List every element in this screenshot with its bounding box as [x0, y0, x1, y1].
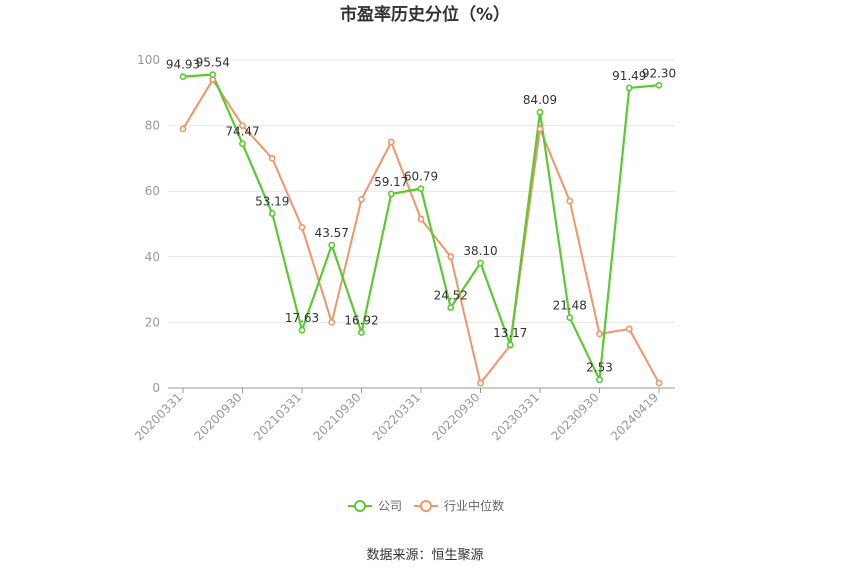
industry-median-point: [477, 379, 484, 387]
data-label: 2.53: [586, 361, 613, 375]
industry-median-point: [655, 379, 663, 387]
company-point: [625, 84, 633, 92]
company-point: [387, 190, 395, 198]
series-points: [179, 71, 663, 387]
company-point: [417, 185, 425, 193]
data-label: 92.30: [642, 66, 676, 80]
x-axis: 20200331 20200930 20210331 20210930 20220331…: [132, 387, 675, 443]
industry-median-point: [179, 125, 187, 133]
data-label: 43.57: [315, 226, 349, 240]
data-label: 21.48: [553, 299, 587, 313]
company-point: [536, 108, 544, 116]
industry-median-point: [625, 325, 633, 333]
industry-median-point: [298, 223, 306, 231]
industry-median-point: [566, 197, 574, 205]
y-tick-label: 60: [145, 184, 160, 198]
legend-item-company[interactable]: 公司: [348, 499, 402, 513]
x-tick-label: 20220930: [430, 390, 483, 443]
company-point: [655, 81, 663, 89]
y-tick-label: 0: [152, 381, 160, 395]
data-label: 95.54: [196, 56, 230, 70]
industry-median-point: [268, 154, 276, 162]
company-point: [239, 140, 246, 148]
company-point: [298, 326, 306, 334]
data-label: 84.09: [523, 93, 557, 107]
data-label: 59.17: [374, 175, 408, 189]
x-tick-label: 20200930: [192, 390, 245, 443]
company-point: [328, 241, 336, 249]
company-point: [209, 71, 217, 79]
company-point: [566, 314, 574, 321]
data-label: 74.47: [225, 125, 259, 139]
company-point: [268, 210, 276, 217]
data-label: 60.79: [404, 170, 438, 184]
x-tick-label: 20210930: [311, 390, 364, 443]
industry-median-point: [358, 195, 365, 203]
legend-label: 公司: [378, 499, 402, 513]
industry-median-point: [239, 122, 246, 129]
y-tick-label: 100: [137, 53, 160, 67]
y-tick-label: 40: [145, 250, 160, 264]
industry-median-point: [387, 138, 395, 146]
chart-title: 市盈率历史分位（%）: [340, 4, 510, 25]
x-tick-label: 20230331: [489, 390, 542, 443]
company-point: [447, 304, 455, 311]
company-line: [182, 73, 660, 381]
industry-median-point: [328, 318, 336, 326]
x-tick-label: 20230930: [549, 390, 602, 443]
industry-median-point: [417, 215, 425, 223]
company-point: [477, 259, 484, 267]
data-label: 17.63: [285, 311, 319, 325]
source-note: 数据来源：恒生聚源: [366, 548, 483, 563]
company-point: [358, 329, 365, 336]
company-point: [596, 376, 603, 384]
data-label: 13.17: [493, 326, 527, 340]
industry-median-point: [596, 330, 603, 338]
legend-marker: [354, 500, 366, 512]
x-tick-label: 20240419: [608, 390, 661, 443]
company-point: [179, 73, 187, 81]
legend-label: 行业中位数: [444, 498, 504, 513]
data-label: 94.93: [166, 58, 200, 72]
legend[interactable]: 公司 行业中位数: [348, 498, 504, 513]
data-label: 38.10: [463, 244, 497, 258]
y-tick-label: 20: [145, 315, 160, 329]
x-tick-label: 20210331: [251, 390, 304, 443]
data-label: 53.19: [255, 195, 289, 209]
industry-median-point: [536, 125, 544, 133]
series-lines: [182, 73, 660, 385]
x-tick-label: 20200331: [132, 390, 185, 443]
data-label: 24.52: [434, 289, 468, 303]
data-label: 91.49: [612, 69, 646, 83]
industry-median-point: [447, 253, 455, 261]
y-tick-label: 80: [145, 119, 160, 133]
x-tick-label: 20220331: [370, 390, 423, 443]
company-point: [506, 341, 514, 349]
data-label: 16.92: [344, 314, 378, 328]
legend-marker: [420, 500, 432, 512]
y-axis-ticks: 0 20 40 60 80 100: [137, 53, 160, 395]
legend-item-industry-median[interactable]: 行业中位数: [414, 498, 504, 513]
